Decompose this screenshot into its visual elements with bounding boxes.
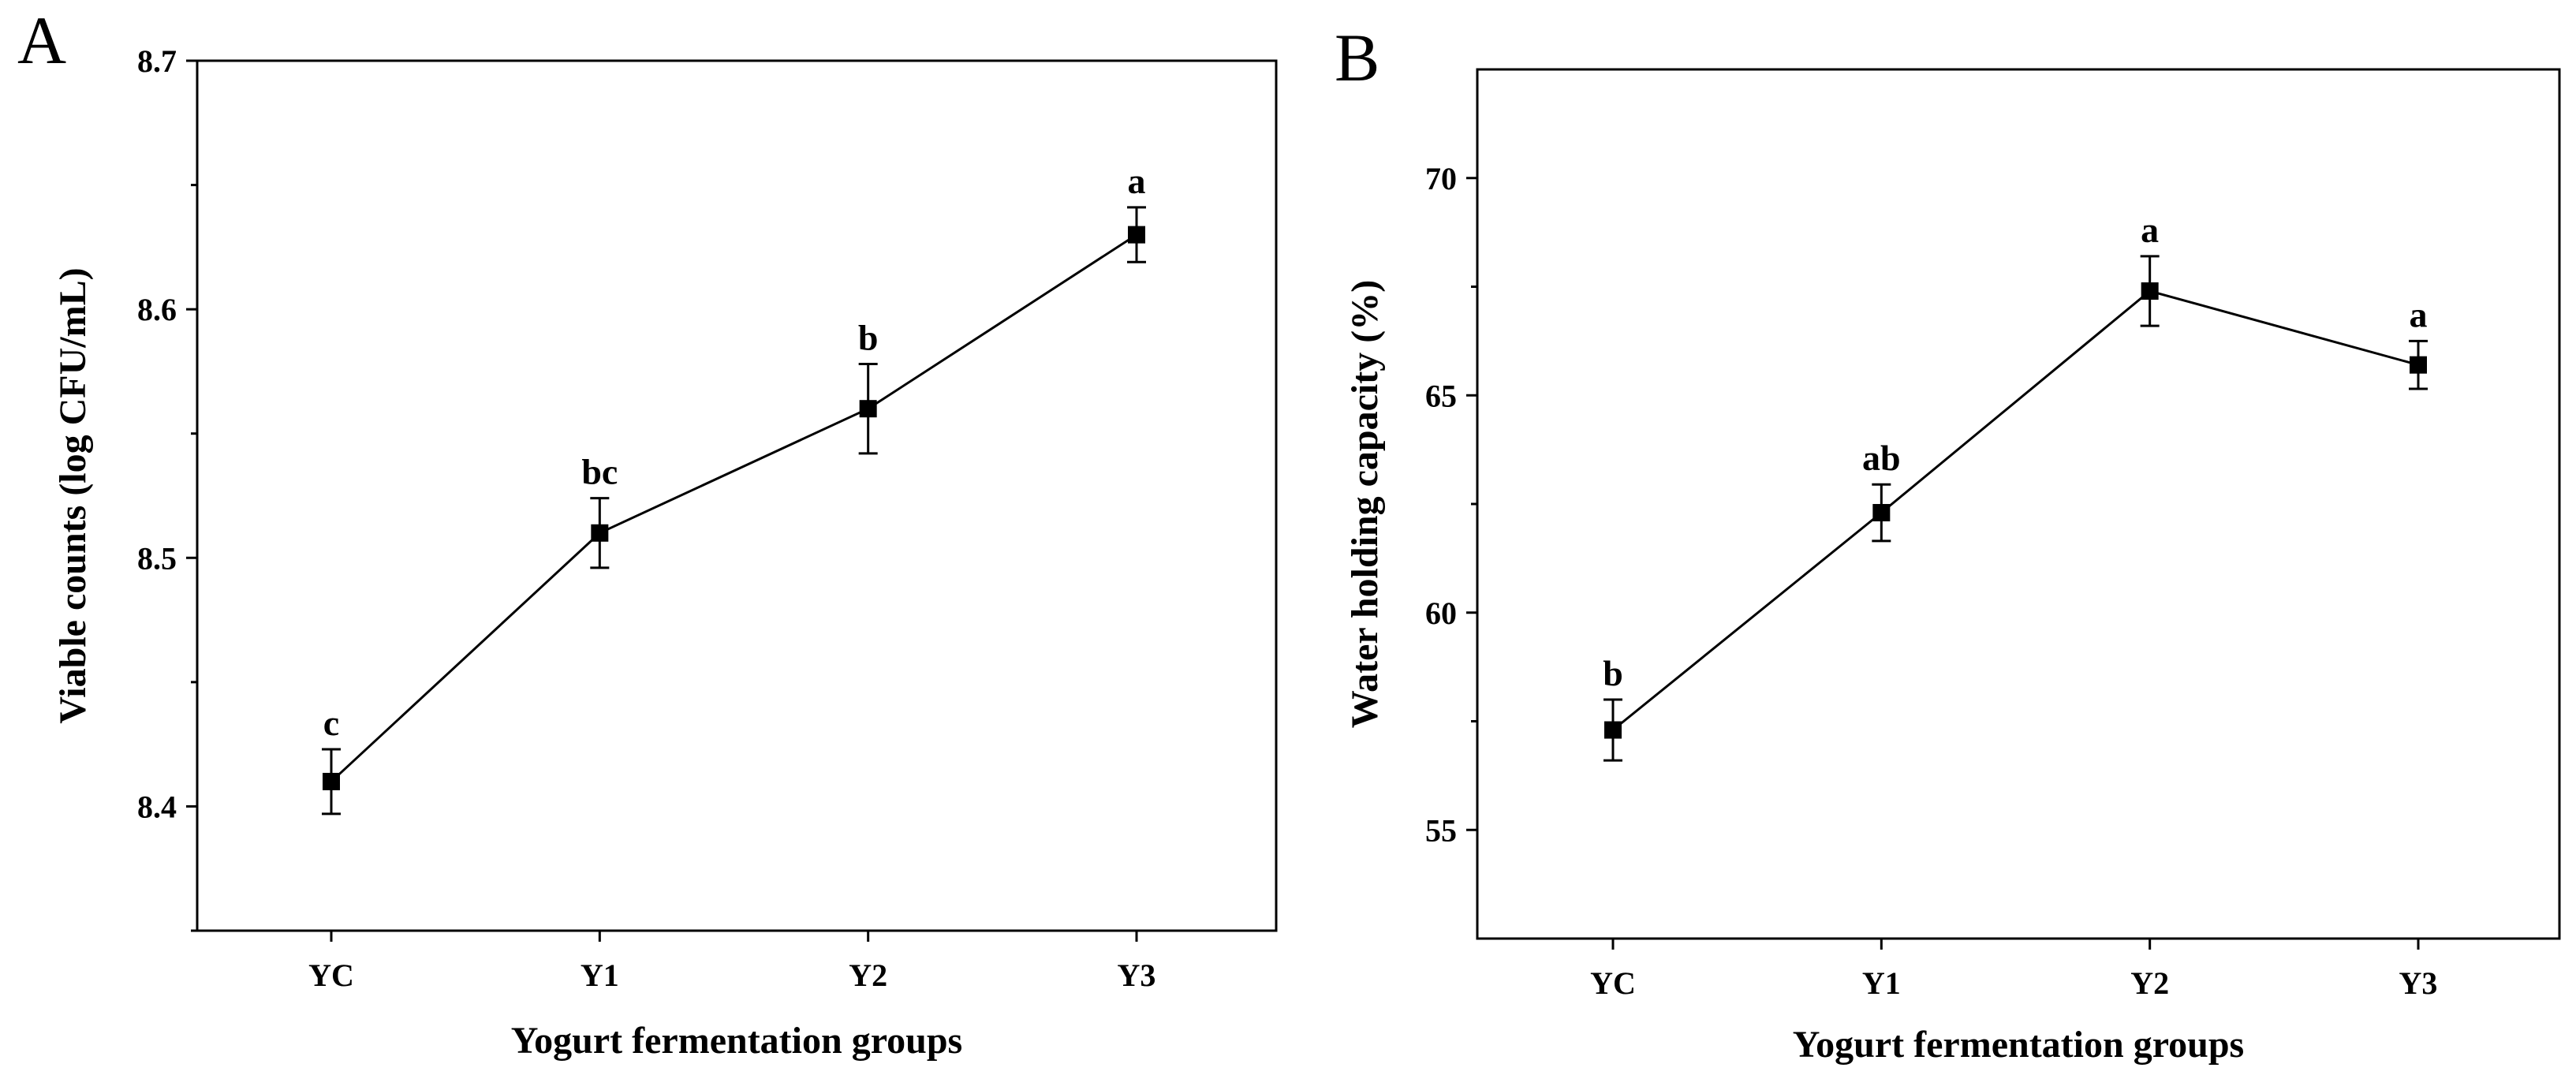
- panel-b-marker-y3: [2410, 356, 2427, 374]
- panel-b-y-tick-label-1: 60: [1425, 595, 1457, 631]
- panel-a-y-tick-label-3: 8.7: [137, 43, 177, 79]
- panel-b-sig-label-y3: a: [2410, 294, 2428, 334]
- panel-b-x-axis-title: Yogurt fermentation groups: [1793, 1024, 2244, 1066]
- panel-a-letter: A: [17, 2, 66, 78]
- panel-b-y-axis-title: Water holding capacity (%): [1344, 280, 1386, 728]
- panel-b-x-tick-label-y3: Y3: [2399, 965, 2438, 1001]
- panel-a-x-tick-label-y2: Y2: [849, 957, 887, 993]
- panel-a-y-tick-label-0: 8.4: [137, 789, 177, 824]
- panel-b-y-tick-label-0: 55: [1425, 812, 1457, 848]
- panel-a-sig-label-y1: bc: [581, 452, 618, 492]
- panel-a-y-tick-label-2: 8.6: [137, 292, 177, 327]
- panel-a-x-tick-label-y1: Y1: [581, 957, 619, 993]
- panel-b-y-tick-label-3: 70: [1425, 161, 1457, 196]
- panel-a-x-axis-title: Yogurt fermentation groups: [511, 1020, 962, 1062]
- panel-a-y-axis-title: Viable counts (log CFU/mL): [52, 267, 94, 723]
- panel-b-sig-label-y2: a: [2141, 210, 2159, 250]
- panel-a-marker-y3: [1128, 226, 1145, 244]
- panel-b-series-line: [1612, 289, 2419, 731]
- panel-a-sig-label-y2: b: [858, 317, 879, 357]
- panel-a-series-line: [330, 233, 1137, 783]
- panel-b-x-tick-label-y2: Y2: [2130, 965, 2169, 1001]
- panel-b-x-tick-label-yc: YC: [1590, 965, 1636, 1001]
- panel-b-letter: B: [1335, 20, 1379, 95]
- panel-b-plot-frame: [1476, 68, 2561, 940]
- panel-a-marker-y2: [859, 400, 877, 418]
- panel-b-sig-label-y1: ab: [1862, 438, 1901, 478]
- panel-b-x-tick-label-y1: Y1: [1862, 965, 1901, 1001]
- panel-a-x-tick-label-y3: Y3: [1118, 957, 1156, 993]
- panel-b-marker-y1: [1872, 504, 1891, 522]
- panel-b-marker-yc: [1604, 721, 1622, 739]
- panel-a-x-tick-label-yc: YC: [308, 957, 354, 993]
- panel-b-y-tick-label-2: 65: [1425, 378, 1457, 413]
- panel-a-y-tick-label-1: 8.5: [137, 540, 177, 576]
- panel-b-sig-label-yc: b: [1603, 653, 1623, 693]
- panel-a-plot-frame: [196, 59, 1278, 932]
- panel-a-marker-y1: [591, 524, 609, 542]
- panel-a-marker-yc: [323, 772, 340, 790]
- panel-b-marker-y2: [2141, 282, 2159, 300]
- panel-a-sig-label-yc: c: [323, 703, 339, 743]
- panel-a-sig-label-y3: a: [1128, 161, 1146, 201]
